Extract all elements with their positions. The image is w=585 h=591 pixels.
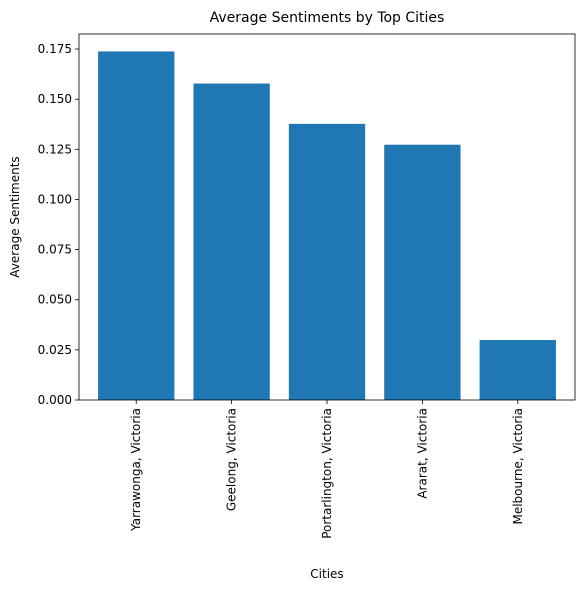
x-axis: Yarrawonga, Victoria Geelong, Victoria Por… [129, 400, 525, 539]
y-tick-label: 0.050 [38, 293, 72, 307]
y-tick-label: 0.075 [38, 243, 72, 257]
y-tick-label: 0.125 [38, 142, 72, 156]
y-tick-label: 0.100 [38, 192, 72, 206]
x-tick-label: Geelong, Victoria [225, 408, 239, 511]
bar-1 [193, 84, 269, 400]
y-axis: 0.000 0.025 0.050 0.075 0.100 0.125 0.150 0.175 [38, 42, 79, 407]
y-tick-label: 0.000 [38, 393, 72, 407]
chart-title: Average Sentiments by Top Cities [210, 10, 445, 26]
x-axis-label: Cities [310, 567, 343, 581]
x-tick-label: Ararat, Victoria [415, 408, 429, 499]
bar-3 [384, 145, 460, 400]
bar-0 [98, 51, 174, 400]
bar-2 [289, 124, 365, 400]
y-tick-label: 0.175 [38, 42, 72, 56]
x-tick-label: Yarrawonga, Victoria [129, 408, 143, 532]
x-tick-label: Melbourne, Victoria [511, 408, 525, 525]
y-tick-label: 0.025 [38, 343, 72, 357]
bar-4 [480, 340, 556, 400]
x-tick-label: Portarlington, Victoria [320, 408, 334, 539]
y-axis-label: Average Sentiments [8, 156, 22, 277]
y-tick-label: 0.150 [38, 92, 72, 106]
bars-group [98, 51, 556, 400]
